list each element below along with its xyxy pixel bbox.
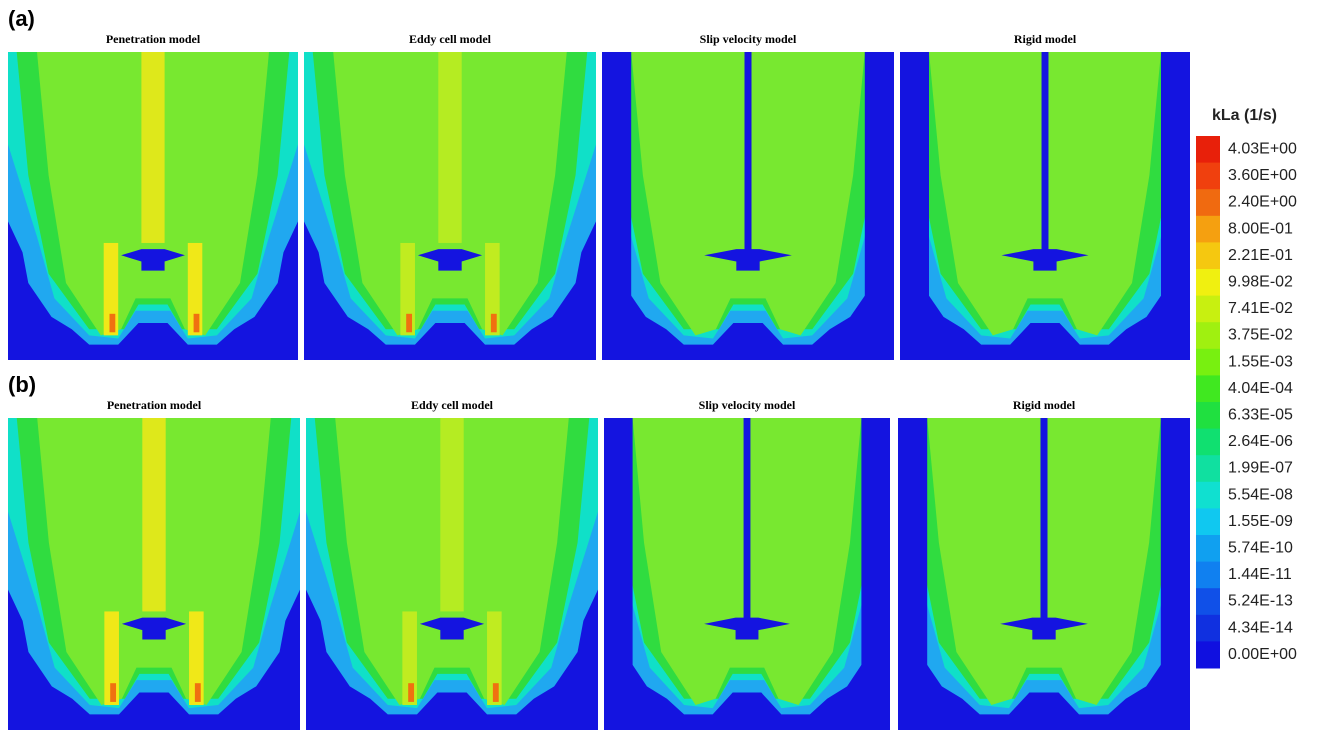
- contour-streak: [142, 418, 165, 611]
- contour-streak: [408, 683, 414, 702]
- colorbar-label: 5.74E-10: [1228, 540, 1293, 557]
- colorbar-swatch: [1196, 136, 1220, 163]
- panel-title: Rigid model: [1013, 398, 1076, 412]
- tank-wall: [1161, 52, 1190, 360]
- tank-wall: [861, 418, 890, 730]
- colorbar-swatch: [1196, 641, 1220, 668]
- colorbar-swatch: [1196, 482, 1220, 509]
- panel-title: Penetration model: [106, 32, 201, 46]
- tank-wall: [898, 418, 927, 730]
- colorbar-swatch: [1196, 429, 1220, 456]
- colorbar-swatch: [1196, 455, 1220, 482]
- tank-wall: [604, 418, 633, 730]
- colorbar-swatch: [1196, 562, 1220, 589]
- panel-title: Eddy cell model: [409, 32, 492, 46]
- colorbar-swatch: [1196, 269, 1220, 296]
- contour-streak: [493, 683, 499, 702]
- panel-title: Penetration model: [107, 398, 202, 412]
- colorbar-label: 6.33E-05: [1228, 407, 1293, 424]
- tank-wall: [1161, 418, 1190, 730]
- colorbar-label: 4.04E-04: [1228, 380, 1293, 397]
- shaft: [744, 418, 751, 630]
- colorbar-title: kLa (1/s): [1212, 107, 1277, 124]
- colorbar-swatch: [1196, 615, 1220, 642]
- panel-title: Slip velocity model: [699, 398, 796, 412]
- colorbar-label: 2.64E-06: [1228, 433, 1293, 450]
- colorbar-label: 1.99E-07: [1228, 460, 1293, 477]
- colorbar-label: 4.34E-14: [1228, 619, 1293, 636]
- shaft: [1042, 52, 1049, 261]
- colorbar-label: 3.75E-02: [1228, 327, 1293, 344]
- contour-streak: [141, 52, 164, 243]
- colorbar-swatch: [1196, 588, 1220, 615]
- colorbar-swatch: [1196, 242, 1220, 269]
- colorbar-label: 1.44E-11: [1228, 566, 1292, 583]
- colorbar-swatch: [1196, 189, 1220, 216]
- colorbar-label: 4.03E+00: [1228, 141, 1297, 158]
- colorbar-label: 5.54E-08: [1228, 486, 1293, 503]
- colorbar-label: 0.00E+00: [1228, 646, 1297, 663]
- panel-title: Slip velocity model: [700, 32, 797, 46]
- shaft: [1040, 418, 1047, 630]
- colorbar-swatch: [1196, 296, 1220, 323]
- contour-streak: [195, 683, 201, 702]
- panel-label: (b): [8, 372, 36, 397]
- colorbar-label: 5.24E-13: [1228, 593, 1293, 610]
- shaft: [744, 52, 751, 261]
- colorbar-label: 8.00E-01: [1228, 220, 1293, 237]
- colorbar-swatch: [1196, 216, 1220, 243]
- tank-wall: [865, 52, 894, 360]
- contour-streak: [110, 683, 116, 702]
- colorbar-label: 7.41E-02: [1228, 300, 1293, 317]
- colorbar-swatch: [1196, 535, 1220, 562]
- colorbar-swatch: [1196, 322, 1220, 349]
- panel-title: Eddy cell model: [411, 398, 494, 412]
- colorbar-swatch: [1196, 349, 1220, 376]
- panel-label: (a): [8, 6, 35, 31]
- colorbar-swatch: [1196, 163, 1220, 190]
- contour-streak: [406, 314, 412, 332]
- colorbar-label: 1.55E-03: [1228, 353, 1293, 370]
- contour-streak: [438, 52, 461, 243]
- colorbar-label: 3.60E+00: [1228, 167, 1297, 184]
- colorbar-label: 2.21E-01: [1228, 247, 1293, 264]
- tank-wall: [602, 52, 631, 360]
- colorbar-label: 1.55E-09: [1228, 513, 1293, 530]
- contour-streak: [194, 314, 200, 332]
- contour-streak: [110, 314, 116, 332]
- colorbar-label: 9.98E-02: [1228, 274, 1293, 291]
- colorbar-swatch: [1196, 375, 1220, 402]
- colorbar-label: 2.40E+00: [1228, 194, 1297, 211]
- contour-streak: [440, 418, 463, 611]
- contour-streak: [491, 314, 497, 332]
- colorbar-swatch: [1196, 508, 1220, 535]
- panel-title: Rigid model: [1014, 32, 1077, 46]
- tank-wall: [900, 52, 929, 360]
- figure: (a) (b) kLa (1/s) Penetration model Eddy …: [0, 0, 1333, 731]
- colorbar-swatch: [1196, 402, 1220, 429]
